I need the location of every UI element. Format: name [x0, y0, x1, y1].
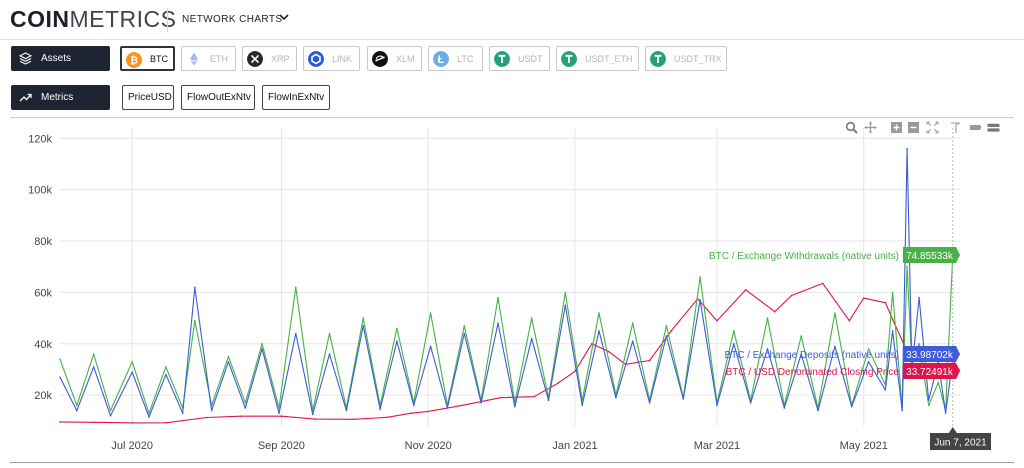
assets-button-label: Assets [41, 53, 72, 64]
asset-chip-usdt[interactable]: USDT [489, 46, 550, 71]
metric-chip-flowinexntv[interactable]: FlowInExNtv [262, 85, 330, 110]
asset-chip-xrp[interactable]: XRP [242, 46, 297, 71]
xrp-icon [247, 51, 263, 67]
asset-label: LINK [332, 54, 353, 64]
asset-chip-usdt-eth[interactable]: USDT_ETH [556, 46, 639, 71]
asset-label: USDT_ETH [585, 54, 633, 64]
btc-icon: ₿ [126, 52, 142, 68]
metric-chip-priceusd[interactable]: PriceUSD [122, 85, 174, 110]
usdt-icon [494, 51, 510, 67]
svg-text:₿: ₿ [130, 55, 138, 67]
asset-chip-ltc[interactable]: Ł LTC [428, 46, 483, 71]
asset-chip-btc[interactable]: ₿ BTC [120, 46, 175, 71]
zoom-in-icon[interactable] [890, 121, 903, 134]
xlm-icon [372, 51, 388, 67]
series-line-0 [59, 282, 954, 424]
asset-label: ETH [210, 54, 228, 64]
header-divider [167, 8, 168, 32]
chart-panel [10, 117, 1014, 463]
network-charts-dropdown[interactable]: NETWORK CHARTS [182, 14, 289, 25]
asset-chip-link[interactable]: LINK [303, 46, 360, 71]
asset-chip-usdt-trx[interactable]: USDT_TRX [645, 46, 727, 71]
logo-light-text: METRICS [69, 6, 177, 32]
asset-chip-eth[interactable]: ETH [181, 46, 236, 71]
lasso-icon[interactable] [950, 121, 963, 134]
metric-chip-flowoutexntv[interactable]: FlowOutExNtv [181, 85, 255, 110]
layers-icon [19, 52, 32, 65]
metrics-button-label: Metrics [41, 92, 74, 103]
link-icon [308, 51, 324, 67]
ltc-icon: Ł [433, 51, 449, 67]
chevron-down-icon [279, 14, 289, 21]
metrics-button[interactable]: Metrics [11, 85, 110, 110]
trending-up-icon [19, 93, 32, 102]
asset-label: XLM [396, 54, 415, 64]
usdt-eth-icon [561, 51, 577, 67]
logo-bold-text: COIN [10, 6, 70, 32]
toggle-spikelines-icon[interactable] [969, 121, 982, 134]
top-header: COINMETRICS NETWORK CHARTS [0, 0, 1024, 40]
asset-label: BTC [150, 54, 168, 64]
pan-icon[interactable] [864, 121, 877, 134]
assets-button[interactable]: Assets [11, 46, 110, 71]
reset-zoom-icon[interactable] [926, 121, 939, 134]
asset-chip-xlm[interactable]: XLM [367, 46, 422, 71]
network-charts-label: NETWORK CHARTS [182, 14, 283, 25]
coinmetrics-logo[interactable]: COINMETRICS [10, 6, 177, 33]
zoom-icon[interactable] [845, 121, 858, 134]
asset-label: XRP [271, 54, 290, 64]
metric-label: FlowOutExNtv [187, 92, 251, 103]
asset-label: USDT_TRX [674, 54, 722, 64]
asset-label: USDT [518, 54, 543, 64]
compare-hover-icon[interactable] [987, 121, 1000, 134]
metric-label: PriceUSD [128, 92, 172, 103]
eth-icon [190, 52, 198, 66]
svg-text:Ł: Ł [438, 54, 445, 66]
asset-label: LTC [457, 54, 474, 64]
usdt-trx-icon [650, 51, 666, 67]
zoom-out-icon[interactable] [907, 121, 920, 134]
metric-label: FlowInExNtv [268, 92, 325, 103]
